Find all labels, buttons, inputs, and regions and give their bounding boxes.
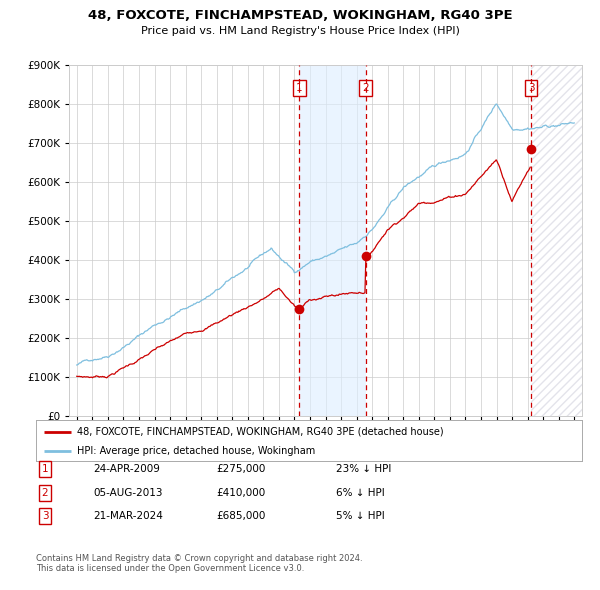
Text: HPI: Average price, detached house, Wokingham: HPI: Average price, detached house, Woki… [77, 446, 315, 456]
Text: 23% ↓ HPI: 23% ↓ HPI [336, 464, 391, 474]
Text: £410,000: £410,000 [216, 488, 265, 497]
Text: 48, FOXCOTE, FINCHAMPSTEAD, WOKINGHAM, RG40 3PE (detached house): 48, FOXCOTE, FINCHAMPSTEAD, WOKINGHAM, R… [77, 427, 443, 437]
Text: 1: 1 [41, 464, 49, 474]
Text: 6% ↓ HPI: 6% ↓ HPI [336, 488, 385, 497]
Text: 2: 2 [41, 488, 49, 497]
Bar [299, 65, 366, 416]
Text: 2: 2 [362, 83, 369, 93]
Text: 5% ↓ HPI: 5% ↓ HPI [336, 512, 385, 521]
Text: 48, FOXCOTE, FINCHAMPSTEAD, WOKINGHAM, RG40 3PE: 48, FOXCOTE, FINCHAMPSTEAD, WOKINGHAM, R… [88, 9, 512, 22]
Text: £685,000: £685,000 [216, 512, 265, 521]
Text: 3: 3 [41, 512, 49, 521]
Text: Contains HM Land Registry data © Crown copyright and database right 2024.: Contains HM Land Registry data © Crown c… [36, 555, 362, 563]
Text: 05-AUG-2013: 05-AUG-2013 [93, 488, 163, 497]
Bar [531, 65, 582, 416]
Text: 3: 3 [527, 83, 535, 93]
Bar [531, 65, 582, 416]
Text: 21-MAR-2024: 21-MAR-2024 [93, 512, 163, 521]
Text: 24-APR-2009: 24-APR-2009 [93, 464, 160, 474]
Text: 1: 1 [296, 83, 302, 93]
Text: £275,000: £275,000 [216, 464, 265, 474]
Text: Price paid vs. HM Land Registry's House Price Index (HPI): Price paid vs. HM Land Registry's House … [140, 26, 460, 36]
Text: This data is licensed under the Open Government Licence v3.0.: This data is licensed under the Open Gov… [36, 565, 304, 573]
